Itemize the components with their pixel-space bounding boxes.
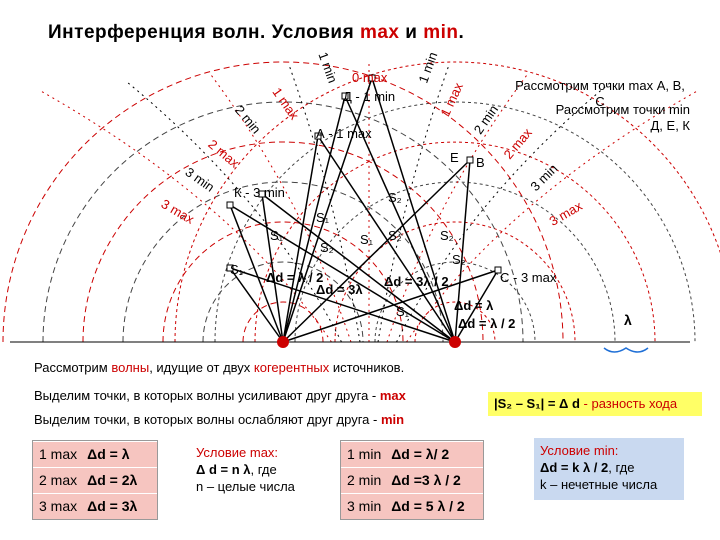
wavelength-brace — [603, 347, 649, 353]
interference-line — [406, 89, 700, 343]
condition-min: Условие min: Δd = k λ / 2, где k – нечет… — [540, 443, 658, 492]
s1-label-a: S₁ — [316, 210, 330, 225]
point-k-label: К - 3 min — [234, 185, 285, 200]
s2-label-b: S₂ — [440, 228, 454, 243]
point-marker — [466, 156, 474, 164]
delta-three-label: Δd = 3λ — [316, 282, 363, 297]
interference-line — [396, 81, 612, 343]
wave-arcs — [2, 61, 720, 343]
wave-arc — [374, 261, 536, 343]
s2-label-c: S₂ — [452, 252, 466, 267]
wave-arc — [82, 141, 484, 343]
point-marker — [314, 132, 322, 140]
wave-arc — [254, 141, 656, 343]
point-marker — [258, 190, 266, 198]
s1-label-b: S₁ — [396, 304, 410, 319]
wave-arc — [122, 181, 444, 343]
point-marker — [341, 92, 349, 100]
path-line-s1 — [282, 159, 471, 343]
path-line-s2 — [371, 77, 456, 343]
interference-line — [289, 67, 361, 343]
delta-three-half-label: Δd = 3λ / 2 — [384, 274, 449, 289]
point-d-label: Д - 1 min — [343, 89, 396, 104]
point-marker — [494, 266, 502, 274]
highlight-max-text: Выделим точки, в которых волны усиливают… — [34, 388, 406, 403]
consider-max-text: Рассмотрим точки max А, В, С — [515, 78, 685, 109]
max-table: 1 max Δd = λ 2 max Δd = 2λ 3 max Δd = 3λ — [32, 440, 158, 520]
zero-max-label: 0 max — [352, 70, 388, 85]
point-c-label: C - 3 max — [500, 270, 557, 285]
path-line-s1 — [229, 204, 284, 343]
highlight-min-text: Выделим точки, в которых волны ослабляют… — [34, 412, 405, 427]
delta-half-label: Δd = λ / 2 — [266, 270, 324, 285]
interference-line — [38, 89, 332, 343]
source-s2-point — [449, 336, 461, 348]
min-row-2: 2 min Δd =3 λ / 2 — [341, 467, 483, 491]
wave-arc — [214, 101, 696, 343]
path-line-s1 — [282, 135, 319, 343]
wave-arc — [162, 221, 404, 343]
path-line-s2 — [454, 269, 499, 343]
s1-label-k: S₁ — [270, 228, 284, 243]
source-s1-point — [277, 336, 289, 348]
min-row-1: 1 min Δd = λ/ 2 — [341, 441, 483, 465]
path-difference-box: |S₂ – S₁| = Δ d - разность хода — [488, 392, 702, 416]
delta-lambda-label: Δd = λ — [454, 298, 494, 313]
path-line-s2 — [261, 193, 456, 343]
wave-arc — [174, 61, 720, 343]
wave-arc — [334, 221, 576, 343]
path-line-s1 — [282, 95, 346, 343]
point-marker — [368, 74, 376, 82]
point-marker — [226, 201, 234, 209]
point-marker — [226, 264, 234, 272]
point-b-label: B — [476, 155, 485, 170]
condition-min-box: Условие min: Δd = k λ / 2, где k – нечет… — [534, 438, 684, 500]
path-line-s2 — [344, 95, 456, 343]
s1-label-e: S₁ — [360, 232, 374, 247]
s2-label-k: S₂ — [320, 240, 334, 255]
max-row-1: 1 max Δd = λ — [33, 441, 157, 465]
page-title: Интерференция волн. Условия max и min. — [48, 22, 465, 43]
point-e-label: E — [450, 150, 459, 165]
path-line-s1 — [229, 267, 284, 343]
min-table: 1 min Δd = λ/ 2 2 min Δd =3 λ / 2 3 min Δd … — [340, 440, 484, 520]
min-row-3: 3 min Δd = 5 λ / 2 — [341, 493, 483, 517]
consider-waves-text: Рассмотрим волны, идущие от двух когерен… — [34, 360, 405, 375]
interference-diagram — [2, 60, 720, 353]
s1-label-c: S₁ — [230, 262, 244, 277]
wave-arc — [2, 61, 564, 343]
interference-line — [126, 81, 342, 343]
path-lines — [226, 74, 502, 343]
wave-arc — [42, 101, 524, 343]
wave-arc — [414, 301, 496, 343]
consider-min-text: Рассмотрим точки min Д, Е, К — [555, 102, 690, 133]
wave-arc — [202, 261, 364, 343]
max-row-2: 2 max Δd = 2λ — [33, 467, 157, 491]
s2-label-e: S₂ — [388, 228, 402, 243]
delta-two-half-label: Δd = λ / 2 — [458, 316, 516, 331]
path-line-s1 — [282, 269, 499, 343]
wave-arc — [242, 301, 324, 343]
interference-line — [377, 67, 449, 343]
wavelength-label: λ — [624, 312, 632, 328]
condition-max: Условие max: Δ d = n λ, где n – целые чи… — [196, 445, 295, 494]
max-row-3: 3 max Δd = 3λ — [33, 493, 157, 517]
point-a-label: А - 1 max — [316, 126, 372, 141]
path-line-s2 — [229, 267, 456, 343]
path-line-s1 — [261, 193, 284, 343]
path-line-s2 — [454, 159, 471, 343]
s2-label-a: S₂ — [388, 190, 402, 205]
